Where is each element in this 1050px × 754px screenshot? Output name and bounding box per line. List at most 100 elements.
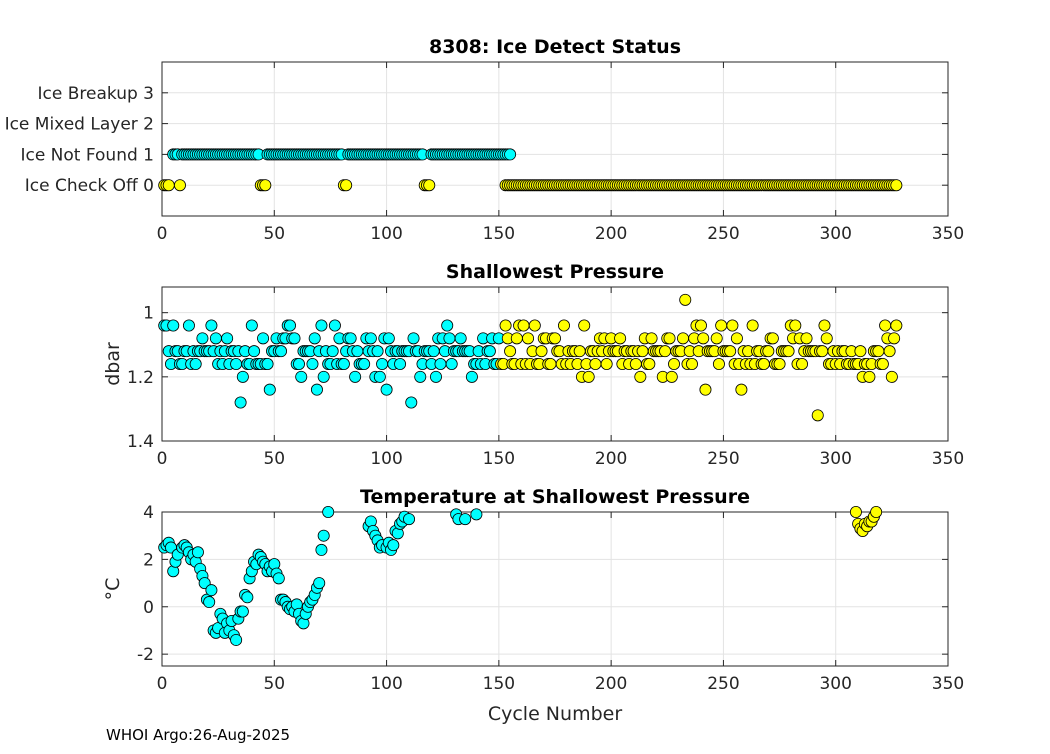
- data-point: [544, 357, 557, 370]
- data-point: [205, 319, 218, 332]
- data-point: [746, 319, 759, 332]
- data-point: [504, 345, 517, 358]
- data-point: [308, 332, 321, 345]
- data-point: [236, 605, 249, 618]
- data-point: [230, 633, 243, 646]
- y-tick-label: 0: [143, 598, 154, 618]
- data-point: [883, 345, 896, 358]
- data-point: [167, 319, 180, 332]
- data-point: [322, 505, 335, 518]
- panel-2: 0 50 100 150 200 250 300 350 Shallowest Pressure…: [102, 261, 964, 469]
- data-point: [659, 345, 672, 358]
- data-point: [407, 332, 420, 345]
- data-point: [888, 332, 901, 345]
- data-point: [380, 383, 393, 396]
- data-point: [854, 345, 867, 358]
- x-tick-label: 100: [370, 674, 402, 694]
- data-point: [483, 345, 496, 358]
- data-point: [376, 357, 389, 370]
- data-point: [470, 508, 483, 521]
- data-point: [710, 332, 723, 345]
- data-point: [248, 345, 261, 358]
- data-point: [668, 357, 681, 370]
- data-point: [634, 370, 647, 383]
- y-tick-label: Ice Breakup 3: [38, 84, 155, 104]
- x-tick-label: 250: [707, 449, 739, 469]
- data-point: [573, 345, 586, 358]
- data-point: [643, 357, 656, 370]
- data-point: [292, 357, 305, 370]
- data-point: [315, 543, 328, 556]
- x-tick-label: 300: [819, 224, 851, 244]
- y-tick-label: 4: [143, 503, 154, 523]
- data-point: [445, 357, 458, 370]
- data-point: [364, 332, 377, 345]
- x-tick-label: 0: [157, 674, 168, 694]
- x-tick-label: 350: [932, 224, 964, 244]
- data-point: [665, 370, 678, 383]
- chart-title: 8308: Ice Detect Status: [429, 36, 681, 58]
- data-point: [313, 577, 326, 590]
- data-point: [429, 370, 442, 383]
- data-point: [890, 319, 903, 332]
- y-axis-label: dbar: [102, 342, 124, 386]
- data-point: [578, 319, 591, 332]
- chart-title: Shallowest Pressure: [446, 261, 664, 283]
- x-tick-label: 350: [932, 449, 964, 469]
- data-point: [522, 332, 535, 345]
- data-point: [614, 332, 627, 345]
- data-point: [230, 357, 243, 370]
- data-point: [203, 596, 216, 609]
- data-point: [645, 332, 658, 345]
- data-point: [173, 179, 186, 192]
- x-tick-label: 100: [370, 449, 402, 469]
- data-point: [349, 370, 362, 383]
- data-point: [196, 332, 209, 345]
- data-point: [528, 319, 541, 332]
- data-point: [272, 572, 285, 585]
- data-point: [818, 319, 831, 332]
- data-point: [697, 332, 710, 345]
- data-point: [762, 345, 775, 358]
- data-point: [182, 319, 195, 332]
- data-point: [405, 396, 418, 409]
- data-point: [499, 319, 512, 332]
- x-tick-label: 150: [483, 449, 515, 469]
- data-point: [465, 370, 478, 383]
- data-point: [288, 332, 301, 345]
- data-point: [189, 357, 202, 370]
- data-point: [427, 345, 440, 358]
- x-tick-label: 100: [370, 224, 402, 244]
- x-tick-label: 350: [932, 674, 964, 694]
- data-point: [275, 345, 288, 358]
- data-point: [800, 332, 813, 345]
- data-point: [773, 357, 786, 370]
- data-point: [789, 319, 802, 332]
- data-point: [589, 357, 602, 370]
- data-point: [715, 319, 728, 332]
- x-tick-label: 50: [263, 224, 285, 244]
- y-tick-label: 1.2: [127, 368, 154, 388]
- x-tick-label: 150: [483, 674, 515, 694]
- chart-title: Temperature at Shallowest Pressure: [360, 486, 750, 508]
- data-point: [694, 319, 707, 332]
- data-point: [726, 319, 739, 332]
- data-point: [315, 319, 328, 332]
- data-point: [257, 332, 270, 345]
- data-point: [454, 332, 467, 345]
- data-point: [209, 332, 222, 345]
- data-point: [191, 546, 204, 559]
- data-point: [879, 319, 892, 332]
- data-point: [373, 370, 386, 383]
- data-point: [890, 179, 903, 192]
- x-tick-label: 250: [707, 224, 739, 244]
- data-point: [261, 357, 274, 370]
- data-point: [382, 332, 395, 345]
- panel-3: 0 50 100 150 200 250 300 350 Temperature at Shal…: [102, 486, 964, 725]
- data-point: [816, 345, 829, 358]
- x-tick-label: 300: [819, 674, 851, 694]
- x-tick-label: 300: [819, 449, 851, 469]
- data-point: [849, 505, 862, 518]
- data-point: [259, 179, 272, 192]
